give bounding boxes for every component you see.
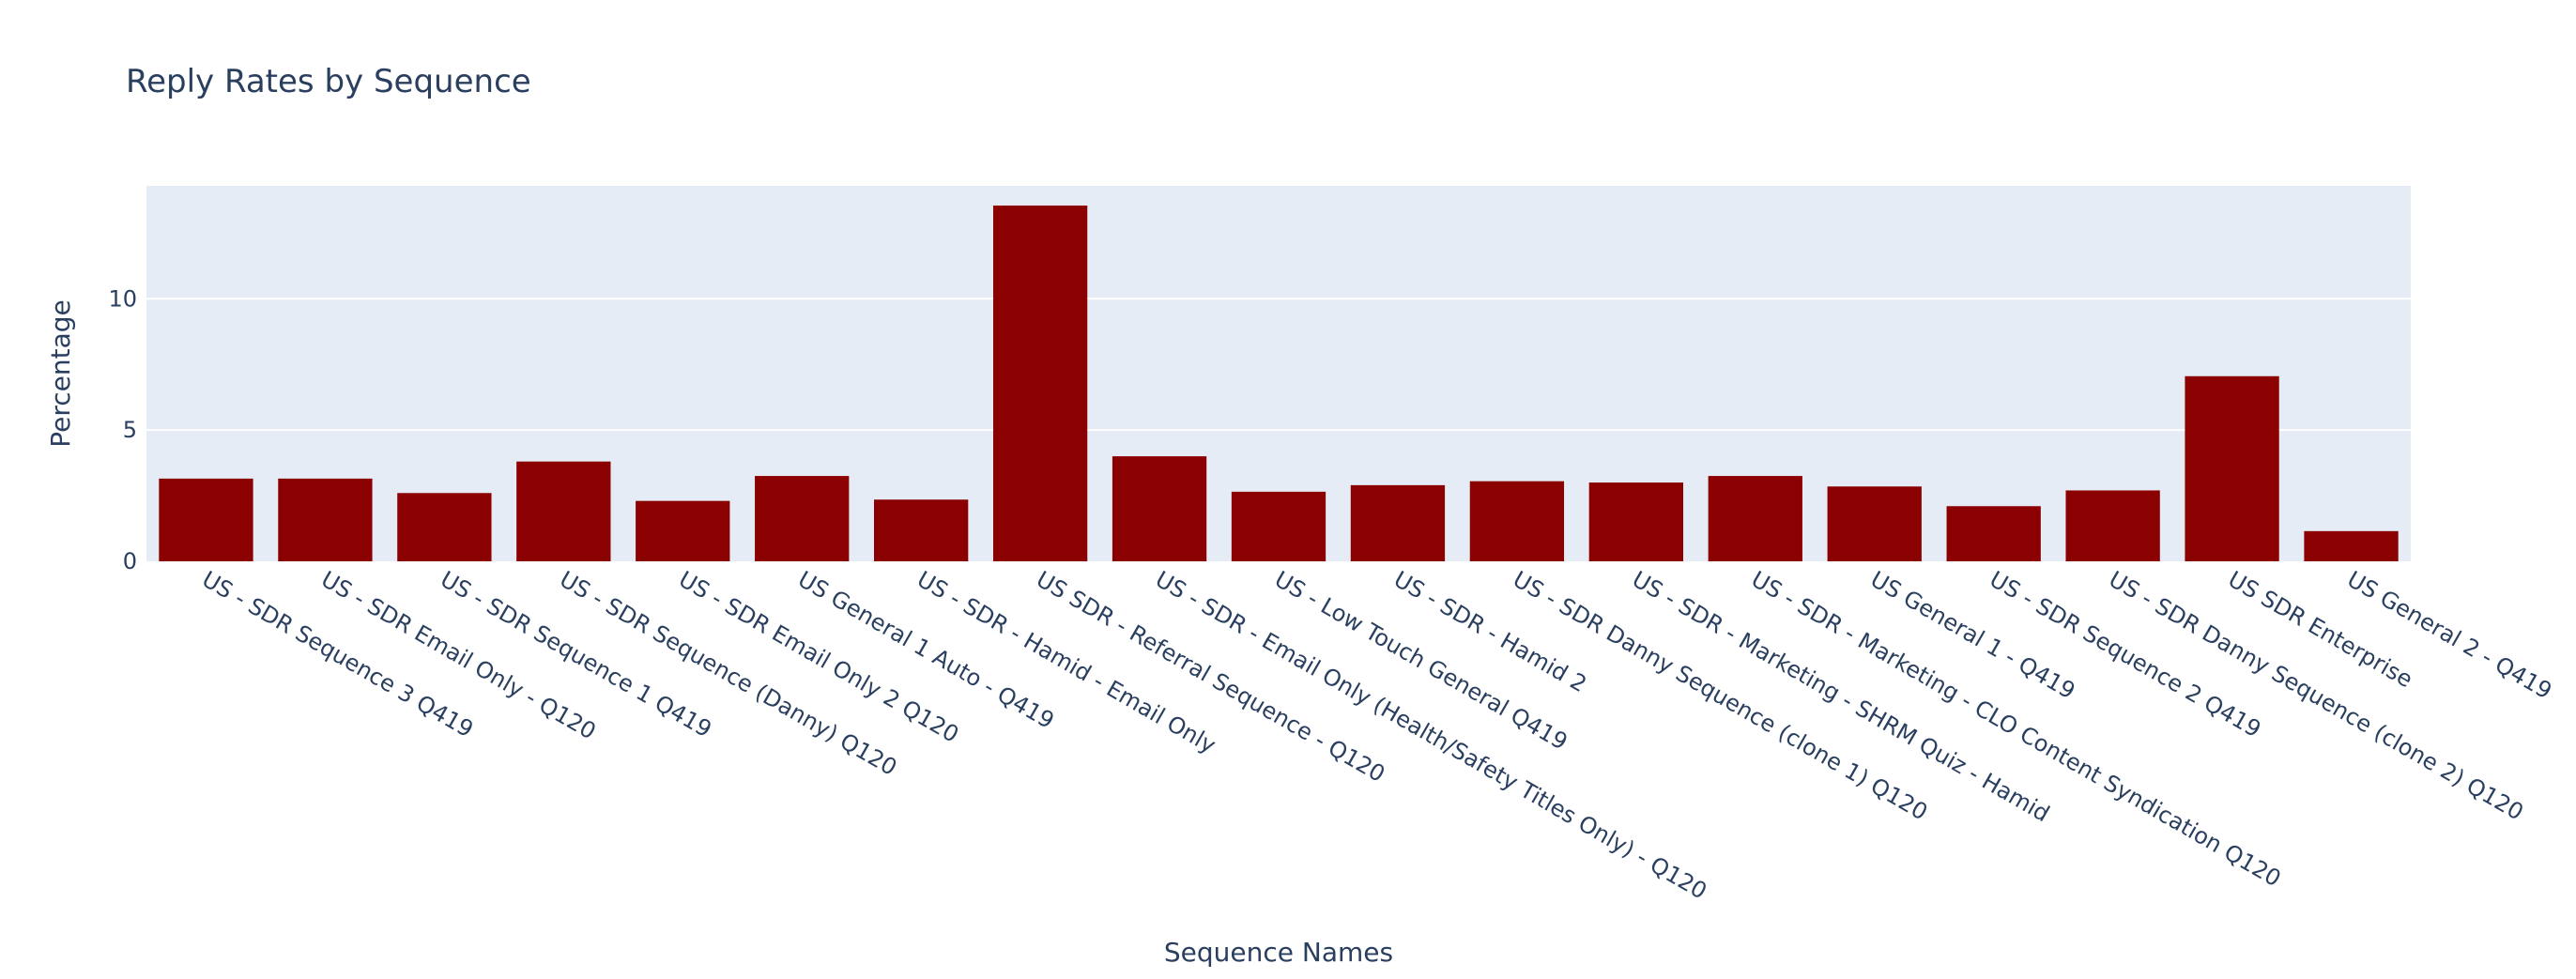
x-tick-label: US - SDR - Marketing - SHRM Quiz - Hamid — [1628, 566, 2054, 827]
chart-title: Reply Rates by Sequence — [126, 63, 531, 100]
x-tick-label: US - SDR - Email Only (Health/Safety Tit… — [1151, 566, 1711, 905]
bar — [278, 478, 373, 561]
bar — [2065, 490, 2160, 561]
bar — [1946, 506, 2041, 561]
x-tick-label: US - SDR Danny Sequence (clone 1) Q120 — [1509, 566, 1932, 826]
bar — [1112, 456, 1207, 561]
x-tick-label: US - SDR - Hamid 2 — [1389, 566, 1591, 697]
bar — [397, 493, 492, 561]
bar — [159, 478, 253, 561]
y-tick-label: 0 — [123, 548, 137, 574]
x-axis-title: Sequence Names — [1164, 937, 1393, 968]
bar — [1827, 486, 1922, 561]
bar — [636, 500, 730, 561]
bars — [159, 205, 2399, 562]
bar — [874, 499, 969, 561]
gridlines — [146, 298, 2411, 432]
y-axis-ticks: 0 5 10 — [108, 285, 137, 574]
x-tick-label: US - SDR Danny Sequence (clone 2) Q120 — [2105, 566, 2528, 826]
x-tick-label: US - SDR - Marketing - CLO Content Syndi… — [1747, 566, 2286, 892]
bar — [1588, 482, 1683, 561]
y-axis-title: Percentage — [45, 299, 76, 448]
x-tick-label: US General 2 - Q419 — [2343, 566, 2557, 705]
x-tick-label: US General 1 - Q419 — [1866, 566, 2080, 705]
bar — [992, 205, 1088, 562]
bar — [2304, 530, 2399, 561]
bar — [1231, 491, 1326, 561]
y-tick-label: 5 — [123, 417, 137, 443]
y-tick-label: 10 — [108, 285, 137, 312]
bar — [2185, 375, 2279, 561]
bar — [755, 476, 850, 561]
bar — [1350, 484, 1446, 561]
bar — [1469, 481, 1565, 561]
bar — [516, 461, 611, 561]
bar — [1708, 476, 1802, 561]
